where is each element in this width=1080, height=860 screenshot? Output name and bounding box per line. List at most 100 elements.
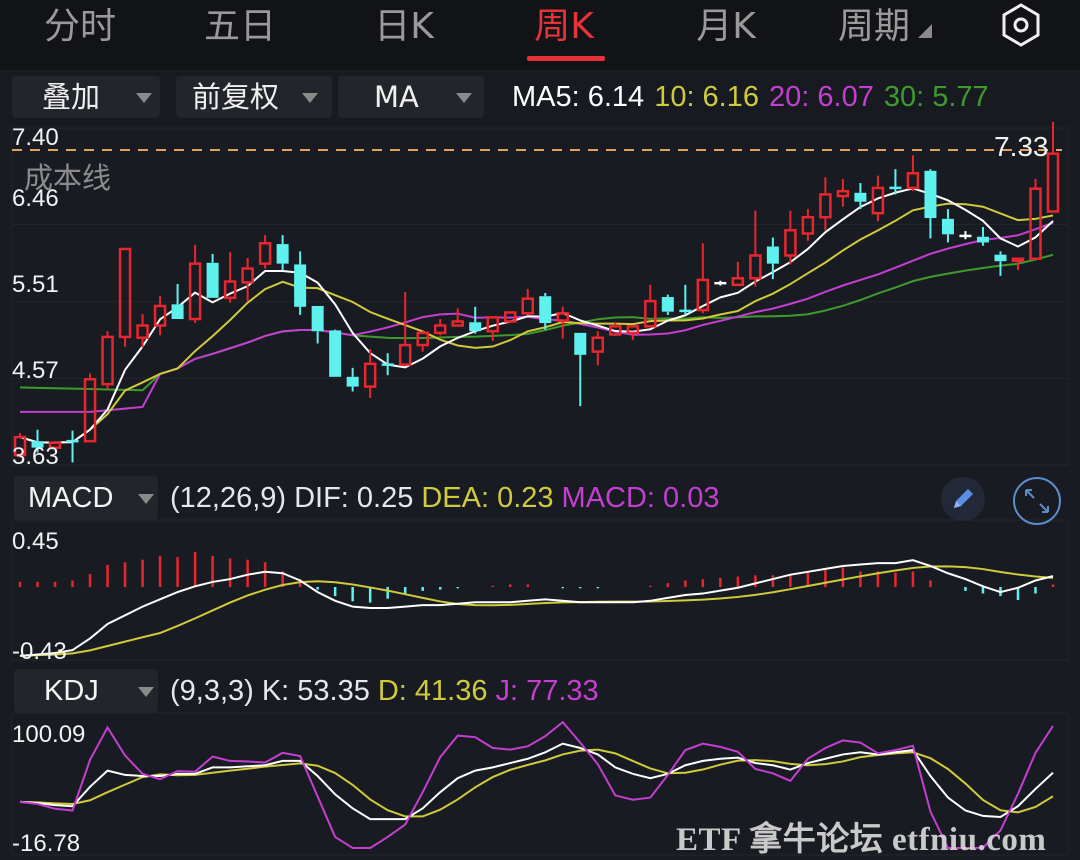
ma10-value: 10: 6.16 — [654, 81, 760, 113]
candle-up — [626, 325, 640, 335]
candle-up — [801, 215, 815, 235]
kdj-axis-label-max: 100.09 — [12, 721, 86, 748]
ma5-line — [19, 187, 1054, 444]
watermark: ETF 拿牛论坛 etfniu.com — [676, 822, 1047, 858]
candle-down — [311, 305, 324, 332]
candle-up — [486, 316, 499, 333]
candle-down — [574, 332, 587, 355]
ma5-value: MA5: 6.14 — [512, 81, 645, 113]
kdj-header: KDJ (9,3,3) K: 53.35 D: 41.36 J: 77.33 — [0, 669, 1080, 719]
candle-up — [433, 324, 447, 335]
candle-down — [294, 264, 307, 307]
kdj-d-line — [19, 748, 1054, 818]
candle-up — [241, 267, 254, 284]
d-value: D: 41.36 — [377, 675, 488, 707]
ma10-line — [19, 202, 1054, 444]
tab-five-day[interactable]: 五日 — [203, 6, 276, 47]
candle-up — [784, 228, 797, 257]
last-price-label: 7.33 — [994, 131, 1049, 162]
candle-up — [591, 336, 605, 353]
candle-up — [906, 171, 920, 190]
candle-up — [556, 312, 570, 322]
ma30-value: 30: 5.77 — [883, 81, 989, 113]
candle-up — [503, 311, 517, 323]
k-value: K: 53.35 — [261, 675, 370, 707]
main-indicator-label: MA — [374, 80, 419, 114]
macd-header: MACD (12,26,9) DIF: 0.25 DEA: 0.23 MACD: 0.… — [0, 476, 1080, 526]
candle-down — [539, 296, 552, 324]
candle-up — [118, 247, 132, 339]
candle-up — [258, 242, 272, 265]
main-indicator-dropdown[interactable]: MA — [338, 76, 484, 118]
candle-up — [48, 441, 62, 449]
dif-value: DIF: 0.25 — [294, 482, 414, 514]
candle-up — [1046, 152, 1060, 213]
cost-line-label: 成本线 — [24, 161, 112, 195]
chevron-down-icon — [302, 93, 318, 103]
settings-hex-icon[interactable] — [998, 2, 1044, 48]
dea-value: DEA: 0.23 — [421, 482, 554, 514]
kdj-k-line — [19, 742, 1054, 821]
candle-down — [469, 322, 482, 332]
chevron-down-icon — [138, 687, 154, 697]
kdj-indicator-label: KDJ — [44, 675, 99, 707]
chevron-down-icon — [456, 93, 472, 103]
tab-intraday[interactable]: 分时 — [43, 6, 116, 47]
macd-indicator-dropdown[interactable]: MACD — [14, 476, 158, 520]
candle-up — [188, 262, 202, 321]
tab-weekly-k[interactable]: 周K — [534, 6, 594, 47]
candle-up — [1011, 257, 1025, 262]
candle-up — [153, 304, 167, 327]
kdj-indicator-dropdown[interactable]: KDJ — [14, 669, 158, 713]
candle-up — [416, 331, 429, 347]
candle-up — [363, 362, 377, 388]
dif-line — [19, 559, 1054, 657]
tab-daily-k[interactable]: 日K — [374, 6, 434, 47]
price-adjust-label: 前复权 — [192, 80, 280, 114]
macd-params: (12,26,9) — [170, 482, 287, 514]
macd-axis-label-max: 0.45 — [12, 528, 59, 555]
kdj-values: (9,3,3) K: 53.35 D: 41.36 J: 77.33 — [170, 669, 607, 713]
tab-period[interactable]: 周期 — [837, 6, 910, 47]
ma-values: MA5: 6.14 10: 6.16 20: 6.07 30: 5.77 — [512, 76, 999, 118]
candle-up — [83, 378, 97, 443]
candle-up — [223, 280, 237, 300]
candle-down — [276, 244, 289, 264]
candle-up — [13, 435, 27, 457]
candle-down — [171, 304, 184, 320]
candle-up — [696, 278, 710, 312]
period-tab-bar: 分时 五日 日K 周K 月K 周期 — [0, 0, 1080, 70]
ma20-value: 20: 6.07 — [769, 81, 874, 113]
price-adjust-dropdown[interactable]: 前复权 — [176, 76, 332, 118]
ma20-line — [20, 221, 1054, 413]
candle-up — [521, 297, 534, 315]
panel-frame — [11, 127, 1069, 466]
price-axis-label-max: 7.40 — [12, 124, 59, 151]
expand-icon[interactable] — [1012, 476, 1062, 526]
candle-down — [206, 262, 219, 298]
candle-up — [749, 254, 762, 280]
candle-down — [31, 441, 44, 448]
candle-down — [854, 192, 867, 202]
candle-up — [609, 325, 622, 336]
candle-up — [1029, 187, 1042, 260]
candle-down — [924, 170, 937, 219]
period-dropdown-corner-icon — [918, 24, 932, 38]
candle-down — [346, 376, 359, 387]
overlay-dropdown[interactable]: 叠加 — [12, 76, 160, 118]
pencil-icon[interactable] — [940, 476, 986, 522]
active-tab-indicator — [527, 56, 605, 61]
price-axis-label: 5.51 — [12, 271, 59, 298]
candle-up — [871, 186, 885, 215]
candle-down — [766, 246, 779, 264]
candle-up — [644, 299, 657, 328]
panel-frame — [11, 712, 1069, 856]
candle-up — [836, 189, 850, 198]
kdj-axis-label-min: -16.78 — [12, 830, 81, 857]
macd-values: (12,26,9) DIF: 0.25 DEA: 0.23 MACD: 0.03 — [170, 476, 728, 520]
candle-down — [661, 297, 674, 312]
overlay-label: 叠加 — [42, 80, 101, 114]
candle-up — [136, 324, 149, 339]
tab-monthly-k[interactable]: 月K — [696, 6, 756, 47]
